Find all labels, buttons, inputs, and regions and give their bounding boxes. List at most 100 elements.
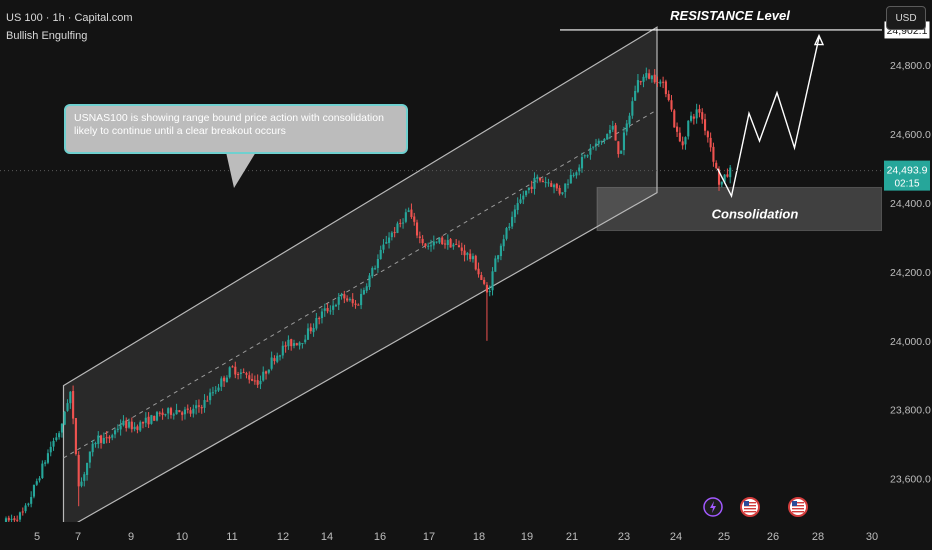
- candle-body[interactable]: [46, 453, 50, 463]
- candle-body[interactable]: [318, 318, 321, 320]
- candle-body[interactable]: [491, 271, 494, 291]
- candle-body[interactable]: [192, 408, 195, 414]
- candle-body[interactable]: [357, 304, 360, 306]
- candle-body[interactable]: [678, 132, 681, 142]
- candle-body[interactable]: [10, 518, 13, 520]
- candle-body[interactable]: [223, 377, 226, 382]
- candle-body[interactable]: [66, 403, 69, 411]
- candle-body[interactable]: [312, 328, 315, 333]
- candle-body[interactable]: [376, 258, 379, 268]
- candle-body[interactable]: [38, 478, 41, 481]
- candle-body[interactable]: [438, 237, 441, 243]
- candle-body[interactable]: [413, 216, 416, 222]
- candle-body[interactable]: [195, 405, 198, 409]
- candle-body[interactable]: [74, 418, 77, 455]
- candle-body[interactable]: [580, 156, 584, 169]
- candle-body[interactable]: [304, 339, 307, 343]
- candle-body[interactable]: [334, 304, 338, 307]
- candle-body[interactable]: [127, 421, 131, 428]
- candle-body[interactable]: [60, 423, 63, 433]
- candle-body[interactable]: [396, 223, 399, 233]
- candle-body[interactable]: [388, 237, 391, 243]
- candle-body[interactable]: [346, 298, 349, 301]
- candle-body[interactable]: [689, 115, 693, 121]
- candle-body[interactable]: [418, 236, 421, 239]
- candle-body[interactable]: [469, 253, 472, 260]
- candle-body[interactable]: [181, 412, 184, 415]
- candle-body[interactable]: [555, 183, 558, 189]
- candle-body[interactable]: [650, 75, 653, 80]
- candle-body[interactable]: [687, 120, 690, 137]
- candle-body[interactable]: [485, 284, 489, 293]
- candle-body[interactable]: [100, 435, 103, 443]
- time-axis[interactable]: [0, 522, 932, 550]
- candle-body[interactable]: [382, 244, 385, 250]
- candle-body[interactable]: [427, 245, 430, 247]
- candle-body[interactable]: [519, 199, 522, 203]
- candle-body[interactable]: [63, 411, 66, 425]
- candle-body[interactable]: [340, 294, 343, 297]
- candle-body[interactable]: [80, 481, 83, 486]
- candle-body[interactable]: [572, 174, 575, 176]
- candle-body[interactable]: [362, 290, 365, 295]
- candle-body[interactable]: [295, 343, 298, 346]
- candle-body[interactable]: [245, 373, 248, 375]
- candle-body[interactable]: [262, 371, 265, 381]
- candle-body[interactable]: [4, 518, 8, 525]
- candle-body[interactable]: [7, 517, 10, 521]
- candle-body[interactable]: [248, 375, 251, 380]
- candle-body[interactable]: [617, 141, 620, 155]
- candle-body[interactable]: [161, 412, 164, 415]
- candle-body[interactable]: [709, 137, 712, 148]
- candle-body[interactable]: [253, 380, 256, 382]
- candle-body[interactable]: [86, 462, 89, 475]
- candle-body[interactable]: [284, 345, 287, 347]
- candle-body[interactable]: [564, 183, 567, 193]
- candle-body[interactable]: [343, 294, 346, 299]
- candle-body[interactable]: [443, 243, 447, 245]
- candle-body[interactable]: [547, 182, 550, 184]
- candle-body[interactable]: [231, 366, 234, 368]
- candle-body[interactable]: [415, 222, 419, 236]
- candle-body[interactable]: [287, 339, 290, 347]
- candle-body[interactable]: [583, 155, 586, 157]
- candle-body[interactable]: [390, 232, 393, 238]
- candle-body[interactable]: [575, 172, 578, 176]
- candle-body[interactable]: [558, 187, 561, 194]
- candle-body[interactable]: [536, 176, 539, 179]
- candle-body[interactable]: [234, 366, 237, 375]
- candle-body[interactable]: [167, 408, 170, 414]
- consolidation-zone[interactable]: [596, 186, 883, 232]
- candle-body[interactable]: [662, 81, 665, 83]
- candle-body[interactable]: [329, 310, 332, 312]
- projection-path[interactable]: [716, 37, 820, 199]
- candle-body[interactable]: [169, 408, 173, 415]
- candle-body[interactable]: [122, 420, 125, 426]
- candle-body[interactable]: [309, 327, 312, 332]
- candle-body[interactable]: [703, 119, 707, 131]
- candle-body[interactable]: [670, 100, 673, 110]
- candle-body[interactable]: [211, 392, 214, 394]
- candle-body[interactable]: [692, 116, 695, 119]
- candle-body[interactable]: [695, 109, 698, 119]
- candle-body[interactable]: [16, 519, 19, 521]
- candle-body[interactable]: [119, 425, 122, 430]
- candle-body[interactable]: [460, 247, 463, 251]
- analysis-callout[interactable]: USNAS100 is showing range bound price ac…: [64, 104, 408, 154]
- candle-body[interactable]: [77, 454, 80, 487]
- candle-body[interactable]: [667, 93, 670, 101]
- symbol-title[interactable]: US 100 · 1h · Capital.com: [6, 12, 133, 24]
- candle-body[interactable]: [256, 380, 259, 385]
- candle-body[interactable]: [611, 126, 614, 130]
- candle-body[interactable]: [214, 390, 217, 392]
- candle-body[interactable]: [656, 82, 659, 84]
- candle-body[interactable]: [569, 174, 572, 184]
- candle-body[interactable]: [499, 245, 502, 257]
- candle-body[interactable]: [561, 192, 564, 194]
- candle-body[interactable]: [594, 143, 598, 146]
- candle-body[interactable]: [706, 131, 709, 138]
- candle-body[interactable]: [608, 129, 612, 134]
- candle-body[interactable]: [55, 437, 58, 441]
- candle-body[interactable]: [203, 400, 206, 408]
